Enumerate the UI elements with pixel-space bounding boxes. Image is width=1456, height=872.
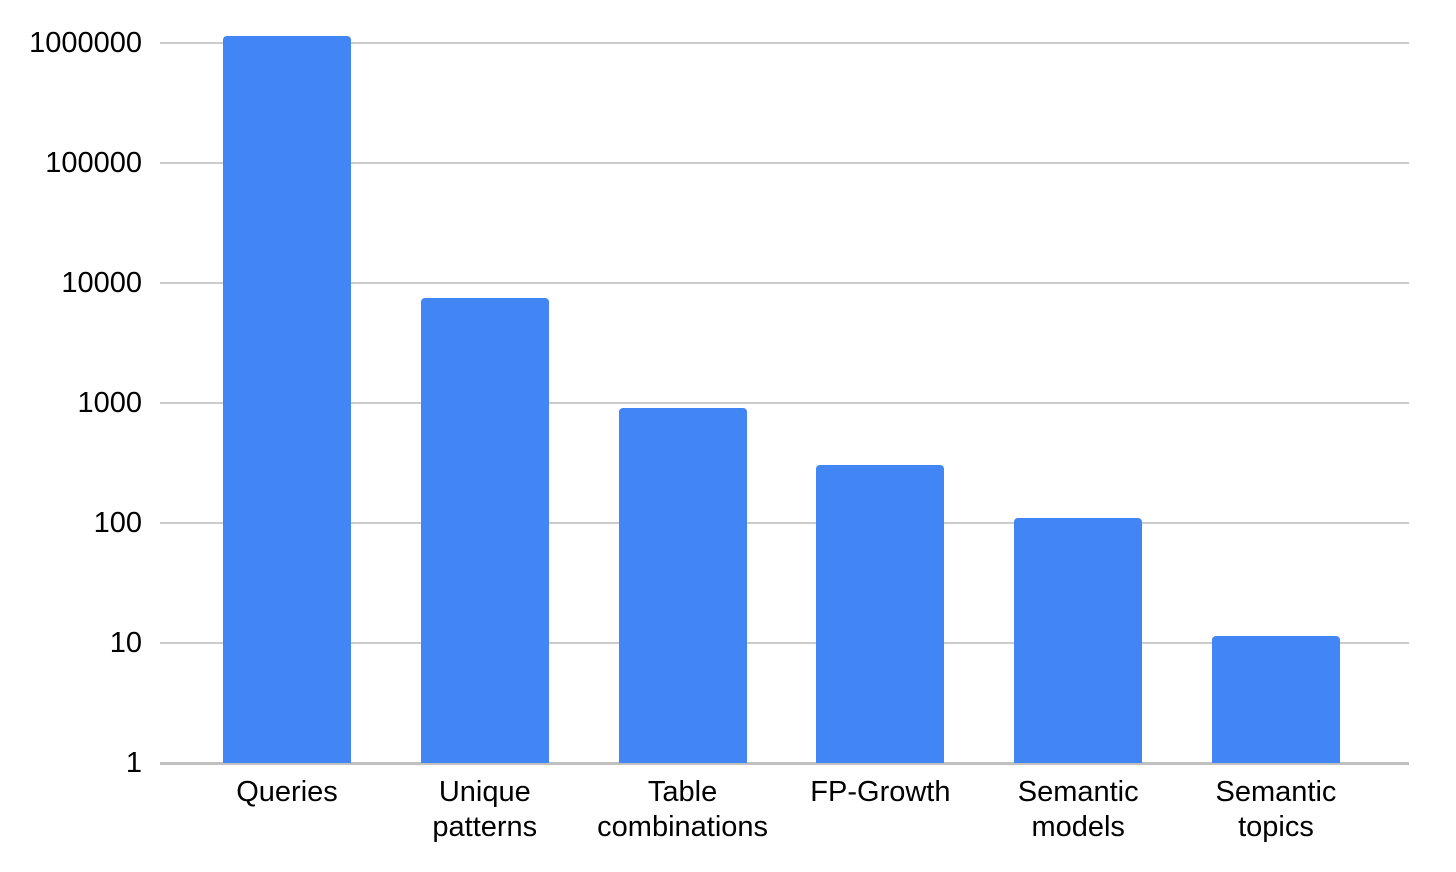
y-axis-tick-label: 1 [125,747,142,779]
x-axis-category-label: Semantic topics [1215,776,1337,843]
x-axis-line [160,762,1409,765]
bar-table-combinations [618,408,747,763]
y-axis-tick-label: 10 [109,627,142,659]
y-gridline [160,42,1409,44]
y-gridline [160,642,1409,644]
y-gridline [160,402,1409,404]
bar-fp-growth [816,464,945,763]
y-gridline [160,522,1409,524]
x-axis-category-label: Semantic models [1017,776,1139,843]
x-axis-category-label: Table combinations [597,776,769,843]
y-gridline [160,282,1409,284]
bar-unique-patterns [420,297,549,763]
x-axis-category-label: Unique patterns [432,776,538,843]
bar-semantic-topics [1212,635,1340,763]
bar-semantic-models [1014,518,1143,763]
y-axis-tick-label: 1000 [77,387,142,419]
y-axis-tick-label: 10000 [61,267,142,299]
y-axis-tick-label: 100 [93,507,142,539]
x-axis-category-label: Queries [236,776,338,808]
y-axis-tick-label: 100000 [45,147,142,179]
y-axis-tick-label: 1000000 [29,27,142,59]
x-axis-category-label: FP-Growth [810,776,951,808]
y-gridline [160,162,1409,164]
bar-queries [223,35,351,763]
